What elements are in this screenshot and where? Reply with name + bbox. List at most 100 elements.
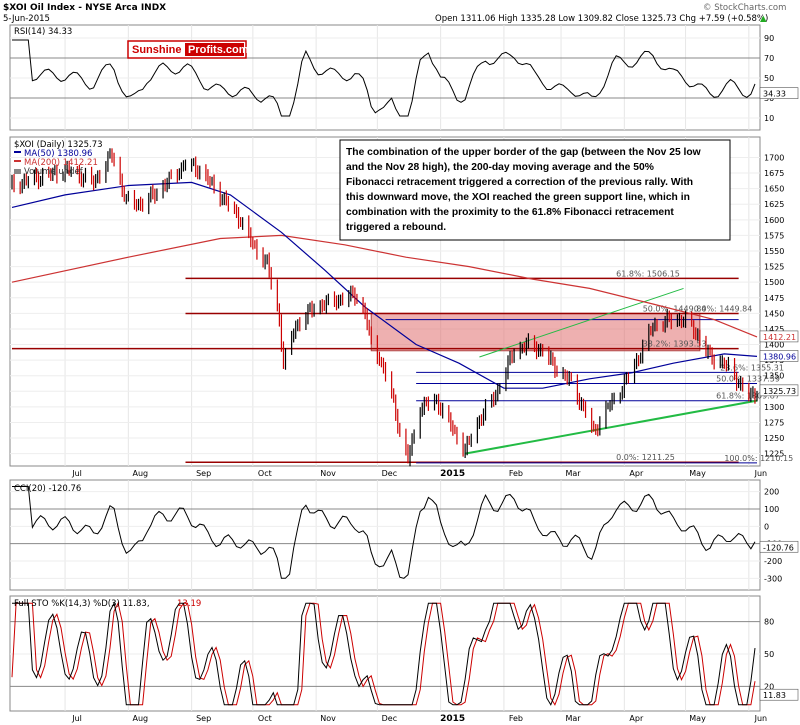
x-tick-label: Apr — [629, 714, 644, 723]
rsi-tick-label: 10 — [764, 114, 774, 123]
price-tick-label: 1400 — [764, 341, 784, 350]
legend-volume: Volume undef — [24, 167, 84, 177]
legend-ma50-swatch — [14, 151, 21, 153]
x-tick-label: Nov — [320, 714, 336, 723]
svg-text:Sunshine: Sunshine — [132, 44, 182, 56]
annotation-line: and the Nov 28 high), the 200-day moving… — [346, 162, 654, 173]
sto-tick-label: 50 — [764, 650, 774, 659]
cci-label: CCI(20) -120.76 — [14, 484, 81, 494]
fibonacci-label: 61.8%: 1506.15 — [616, 269, 680, 278]
ma200-value-tag-box — [759, 330, 799, 343]
cci-tick-label: -200 — [764, 557, 782, 566]
price-tick-label: 1500 — [764, 278, 784, 287]
x-tick-label: Oct — [258, 469, 272, 478]
rsi-line — [12, 39, 756, 117]
x-tick-label: Jun — [754, 714, 768, 723]
cci-value-tag-box — [759, 540, 799, 553]
svg-text:Profits.com: Profits.com — [188, 44, 249, 56]
x-tick-label: Oct — [258, 714, 272, 723]
sto-d-value: 13.19 — [177, 599, 201, 609]
sto-plot — [11, 601, 756, 706]
x-tick-label: Jun — [754, 469, 768, 478]
close-value-tag-box — [759, 384, 799, 397]
price-tick-label: 1575 — [764, 231, 784, 240]
x-tick-label: Aug — [133, 469, 149, 478]
legend-ma200: MA(200) 1412.21 — [24, 158, 98, 168]
annotation-line: combination with the proximity to the 61… — [346, 207, 674, 218]
price-tick-label: 1425 — [764, 325, 784, 334]
sto-tick-label: 20 — [764, 682, 774, 691]
x-tick-label: Jul — [71, 714, 82, 723]
ma200-line — [11, 234, 758, 338]
annotation-line: triggered a rebound. — [346, 222, 446, 233]
annotation-line: this downward move, the XOI reached the … — [346, 192, 690, 203]
x-tick-label: 2015 — [440, 714, 465, 724]
rsi-label: RSI(14) 34.33 — [14, 27, 72, 37]
ma50-value-tag-box — [759, 350, 799, 362]
fibonacci-label: 50.0%: 1337.59 — [716, 374, 780, 383]
chart-title: $XOI Oil Index - NYSE Arca INDX — [3, 3, 166, 13]
cci-tick-label: -300 — [764, 574, 782, 583]
rsi-plot — [12, 39, 756, 117]
price-tick-label: 1525 — [764, 263, 784, 272]
price-tick-label: 1550 — [764, 247, 784, 256]
value-tags: 34.33 1412.21 1380.96 1325.73 -120.76 11.83 — [759, 87, 799, 701]
rsi-value-tag-box — [759, 87, 799, 99]
x-tick-label: Dec — [382, 469, 397, 478]
cci-tick-label: 200 — [764, 488, 779, 497]
cci-value-tag: -120.76 — [763, 543, 794, 552]
sto-value-tag: 11.83 — [763, 691, 786, 700]
fibonacci-label: 61.8%: 1309.87 — [716, 392, 780, 401]
rsi-tick-label: 50 — [764, 74, 774, 83]
chart-date: 5-Jun-2015 — [3, 14, 50, 24]
stockcharts-credit: © StockCharts.com — [703, 3, 786, 13]
x-tick-label: Jul — [71, 469, 82, 478]
annotation-line: The combination of the upper border of t… — [346, 147, 702, 158]
cci-tick-label: 0 — [764, 522, 769, 531]
change-up-arrow-icon: ▲ — [760, 14, 767, 24]
x-tick-label: Mar — [566, 714, 582, 723]
price-tick-label: 1475 — [764, 294, 784, 303]
x-tick-label: Feb — [509, 714, 523, 723]
x-tick-label: Feb — [509, 469, 523, 478]
x-tick-label: Mar — [566, 469, 582, 478]
price-tick-label: 1625 — [764, 200, 784, 209]
price-tick-label: 1250 — [764, 434, 784, 443]
price-tick-label: 1650 — [764, 185, 784, 194]
sunshine-profits-logo: Sunshine Profits.com — [127, 40, 249, 59]
rsi-value-tag: 34.33 — [763, 90, 786, 99]
fibonacci-label: 23.6%: 1355.31 — [720, 363, 784, 372]
price-tick-label: 1450 — [764, 309, 784, 318]
sto-tick-label: 80 — [764, 618, 774, 627]
x-tick-label: Apr — [629, 469, 644, 478]
price-tick-label: 1275 — [764, 418, 784, 427]
price-tick-label: 1225 — [764, 450, 784, 459]
price-tick-label: 1350 — [764, 372, 784, 381]
upper-channel-line — [479, 287, 684, 358]
x-tick-label: May — [689, 714, 706, 723]
sto-label: Full STO %K(14,3) %D(3) 11.83, — [14, 599, 150, 609]
cci-plot — [12, 486, 756, 579]
price-tick-label: 1675 — [764, 169, 784, 178]
price-tick-label: 1700 — [764, 153, 784, 162]
ma50-value-tag: 1380.96 — [763, 352, 796, 361]
cci-line — [12, 486, 756, 579]
ma200-value-tag: 1412.21 — [763, 333, 796, 342]
x-tick-label: Nov — [320, 469, 336, 478]
x-tick-label: 2015 — [440, 469, 465, 479]
ohlc-readout: Open 1311.06 High 1335.28 Low 1309.82 Cl… — [435, 14, 768, 24]
x-tick-label: Sep — [196, 714, 211, 723]
x-tick-label: Aug — [133, 714, 149, 723]
annotation-box: The combination of the upper border of t… — [339, 139, 731, 241]
price-legend-title: $XOI (Daily) 1325.73 — [14, 140, 103, 150]
rsi-tick-label: 70 — [764, 54, 774, 63]
sto-k-line — [12, 601, 756, 706]
cci-panel — [9, 479, 761, 591]
legend-ma200-swatch — [14, 160, 21, 162]
legend-ma50: MA(50) 1380.96 — [24, 149, 92, 159]
price-tick-label: 1300 — [764, 403, 784, 412]
legend-volume-swatch — [14, 169, 21, 174]
